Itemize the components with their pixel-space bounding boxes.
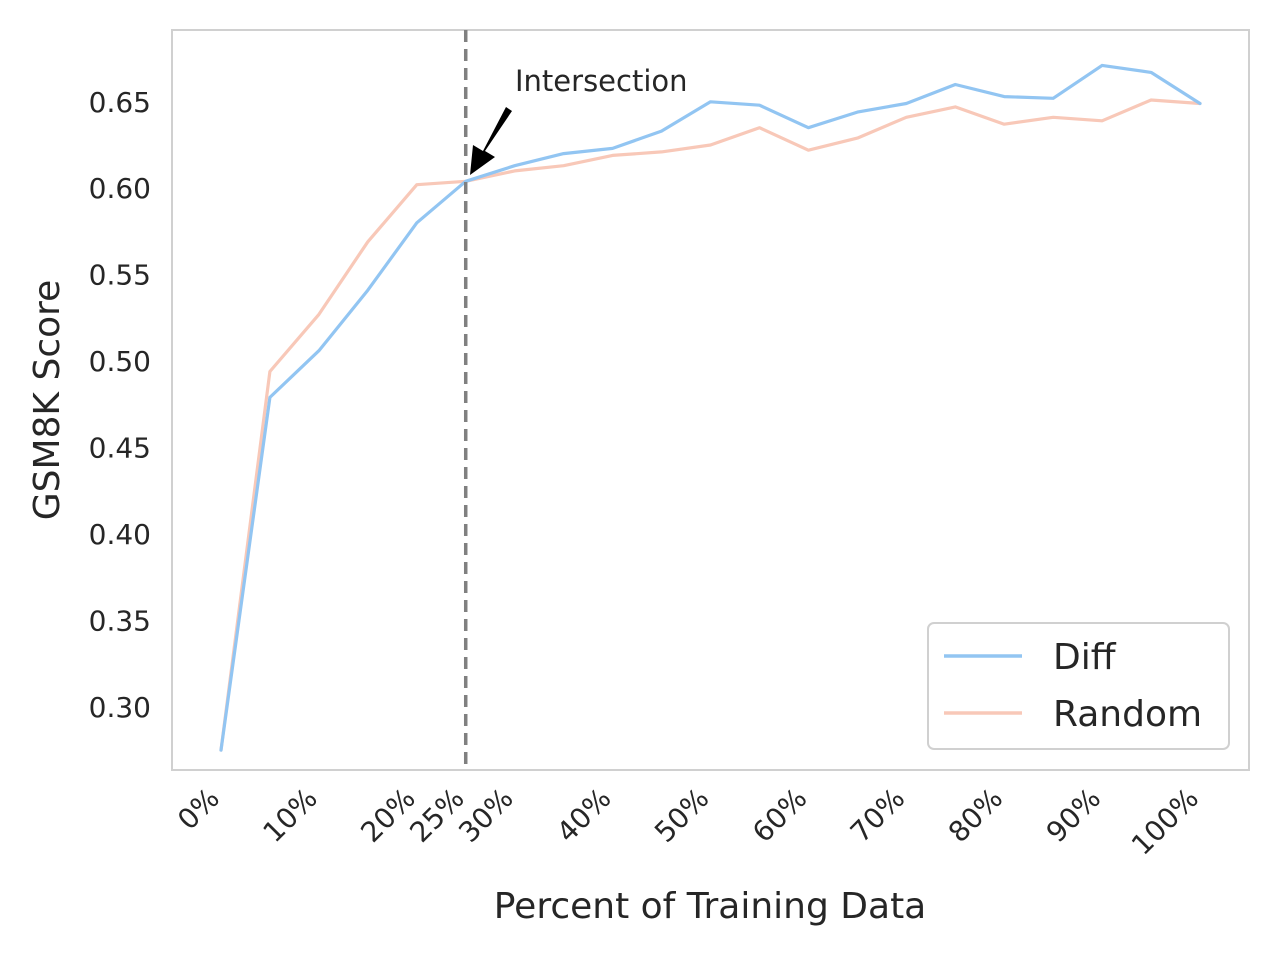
x-axis-title: Percent of Training Data	[494, 886, 927, 927]
x-tick-label: 0%	[171, 782, 226, 837]
y-tick-label: 0.60	[89, 172, 151, 205]
x-tick-label: 70%	[844, 782, 911, 849]
series-line-diff	[219, 63, 1202, 752]
x-tick-label: 20%	[354, 782, 421, 849]
x-tick-label: 30%	[452, 782, 519, 849]
y-tick-label: 0.30	[89, 691, 151, 724]
legend-label-random: Random	[1053, 694, 1202, 735]
y-tick-labels: 0.30 0.35 0.40 0.45 0.50 0.55 0.60 0.65	[89, 86, 151, 724]
y-tick-label: 0.45	[89, 432, 151, 465]
x-tick-label: 25%	[403, 782, 470, 849]
annotation-layer: Intersection	[470, 64, 688, 175]
y-tick-label: 0.50	[89, 345, 151, 378]
x-tick-labels: 0% 10% 20%25%30% 40% 50% 60% 70% 80% 90% 100%	[171, 782, 1205, 862]
x-tick-label: 50%	[648, 782, 715, 849]
x-tick-label: 90%	[1040, 782, 1107, 849]
y-tick-label: 0.40	[89, 518, 151, 551]
x-tick-label: 40%	[550, 782, 617, 849]
y-tick-label: 0.65	[89, 86, 151, 119]
legend: Diff Random	[927, 622, 1230, 750]
x-tick-label: 60%	[746, 782, 813, 849]
x-tick-label: 10%	[256, 782, 323, 849]
legend-label-diff: Diff	[1053, 637, 1117, 678]
annotation-arrow	[470, 107, 512, 175]
y-tick-label: 0.35	[89, 604, 151, 637]
series-layer	[219, 63, 1202, 752]
annotation-text: Intersection	[515, 64, 688, 98]
y-tick-label: 0.55	[89, 259, 151, 292]
x-tick-label: 80%	[942, 782, 1009, 849]
series-line-random	[219, 98, 1202, 752]
x-tick-label: 100%	[1125, 782, 1205, 862]
y-axis-title: GSM8K Score	[27, 280, 68, 521]
